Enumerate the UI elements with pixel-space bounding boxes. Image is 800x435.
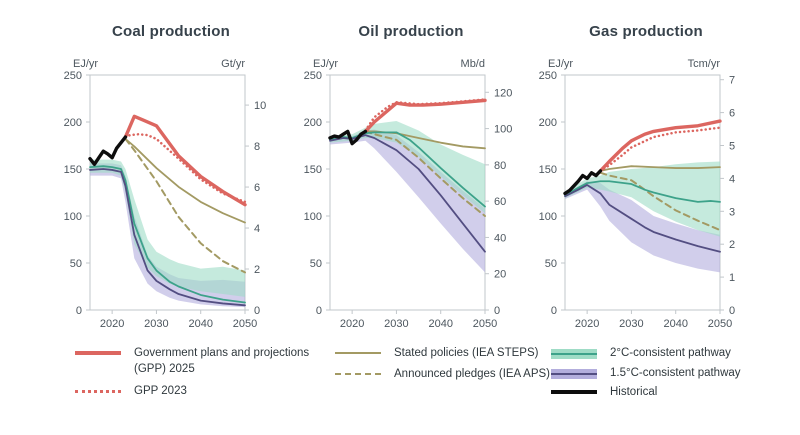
- coal-chart-panel: Coal production 0 50 100 150 200 250 0 2 4 6 8 10 20…: [40, 20, 302, 352]
- legend: Government plans and projections (GPP) 2…: [0, 346, 800, 426]
- legend-column-gpp: Government plans and projections (GPP) 2…: [75, 346, 325, 407]
- steps-line-swatch: [335, 352, 381, 354]
- svg-text:2020: 2020: [340, 318, 364, 330]
- historical-line-swatch: [551, 390, 597, 395]
- chart-title-coal: Coal production: [112, 23, 230, 40]
- legend-item-steps: Stated policies (IEA STEPS): [335, 346, 565, 362]
- svg-text:0: 0: [316, 305, 322, 317]
- svg-text:4: 4: [254, 223, 260, 235]
- svg-text:2: 2: [254, 264, 260, 276]
- gpp-2025-line-swatch: [75, 351, 121, 355]
- svg-text:50: 50: [70, 258, 82, 270]
- svg-text:0: 0: [494, 305, 500, 317]
- svg-text:Mb/d: Mb/d: [461, 58, 485, 70]
- svg-text:6: 6: [254, 182, 260, 194]
- svg-text:5: 5: [729, 141, 735, 153]
- svg-text:2040: 2040: [663, 318, 687, 330]
- svg-text:200: 200: [539, 117, 557, 129]
- legend-label: Announced pledges (IEA APS): [394, 367, 550, 380]
- legend-label: 2°C-consistent pathway: [610, 347, 731, 359]
- svg-text:100: 100: [64, 211, 82, 223]
- svg-text:Tcm/yr: Tcm/yr: [688, 58, 721, 70]
- svg-text:8: 8: [254, 141, 260, 153]
- svg-text:2: 2: [729, 239, 735, 251]
- legend-item-two-deg: 2°C-consistent pathway: [551, 346, 791, 362]
- two-deg-band-swatch: [551, 349, 597, 359]
- svg-text:50: 50: [310, 258, 322, 270]
- svg-text:2050: 2050: [233, 318, 257, 330]
- svg-text:Gt/yr: Gt/yr: [221, 58, 245, 70]
- svg-text:EJ/yr: EJ/yr: [73, 58, 98, 70]
- svg-text:EJ/yr: EJ/yr: [313, 58, 338, 70]
- coal-chart-plot: 0 50 100 150 200 250 0 2 4 6 8 10 2020 2030 2040 2050 EJ…: [64, 58, 267, 330]
- svg-text:0: 0: [254, 305, 260, 317]
- svg-text:150: 150: [539, 164, 557, 176]
- svg-text:7: 7: [729, 75, 735, 87]
- svg-text:4: 4: [729, 173, 735, 185]
- svg-text:50: 50: [545, 258, 557, 270]
- svg-text:1: 1: [729, 272, 735, 284]
- svg-text:20: 20: [494, 269, 506, 281]
- svg-text:2050: 2050: [708, 318, 732, 330]
- svg-text:60: 60: [494, 196, 506, 208]
- chart-title-oil: Oil production: [358, 23, 464, 40]
- svg-text:2030: 2030: [384, 318, 408, 330]
- svg-text:0: 0: [76, 305, 82, 317]
- oil-chart-panel: Oil production 0 50 100 150 200 250 0 20 40 60 80 1…: [280, 20, 542, 352]
- legend-column-iea: Stated policies (IEA STEPS) Announced pl…: [335, 346, 565, 387]
- legend-label: Historical: [610, 386, 658, 399]
- svg-text:100: 100: [539, 211, 557, 223]
- svg-text:2020: 2020: [100, 318, 124, 330]
- svg-text:150: 150: [64, 164, 82, 176]
- svg-text:2040: 2040: [428, 318, 452, 330]
- legend-label: Government plans and projections (GPP) 2…: [134, 347, 310, 375]
- gpp-2023-dotted-line-swatch: [75, 390, 121, 394]
- legend-column-pathways: 2°C-consistent pathway 1.5°C-consistent …: [551, 346, 791, 405]
- legend-item-aps: Announced pledges (IEA APS): [335, 367, 565, 383]
- chart-title-gas: Gas production: [589, 23, 703, 40]
- one-five-deg-band-swatch: [551, 368, 597, 379]
- two-deg-line-swatch: [551, 353, 597, 355]
- legend-label: 1.5°C-consistent pathway: [610, 366, 741, 379]
- svg-text:2030: 2030: [144, 318, 168, 330]
- svg-text:6: 6: [729, 108, 735, 120]
- aps-dashed-line-swatch: [335, 372, 381, 375]
- svg-text:0: 0: [729, 305, 735, 317]
- svg-text:100: 100: [494, 124, 512, 136]
- svg-text:EJ/yr: EJ/yr: [548, 58, 573, 70]
- svg-text:3: 3: [729, 206, 735, 218]
- legend-item-gpp-2023: GPP 2023: [75, 384, 325, 400]
- svg-text:40: 40: [494, 232, 506, 244]
- gas-chart-panel: Gas production 0 50 100 150 200 250 0 1 2 3 4 5 6 7 20…: [515, 20, 777, 352]
- one-five-deg-line-swatch: [551, 372, 597, 375]
- svg-text:0: 0: [551, 305, 557, 317]
- svg-text:2040: 2040: [188, 318, 212, 330]
- svg-text:200: 200: [64, 117, 82, 129]
- svg-text:100: 100: [304, 211, 322, 223]
- svg-text:150: 150: [304, 164, 322, 176]
- legend-item-one-five-deg: 1.5°C-consistent pathway: [551, 366, 791, 382]
- svg-text:2030: 2030: [619, 318, 643, 330]
- svg-text:200: 200: [304, 117, 322, 129]
- svg-text:2050: 2050: [473, 318, 497, 330]
- svg-text:250: 250: [539, 70, 557, 82]
- svg-text:120: 120: [494, 87, 512, 99]
- legend-item-historical: Historical: [551, 385, 791, 401]
- svg-text:2020: 2020: [575, 318, 599, 330]
- svg-text:80: 80: [494, 160, 506, 172]
- legend-label: Stated policies (IEA STEPS): [394, 347, 539, 359]
- gas-chart-plot: 0 50 100 150 200 250 0 1 2 3 4 5 6 7 2020 2030 2040 2050 E…: [539, 58, 735, 330]
- legend-item-gpp-2025: Government plans and projections (GPP) 2…: [75, 346, 325, 377]
- svg-text:10: 10: [254, 100, 266, 112]
- svg-text:250: 250: [304, 70, 322, 82]
- svg-text:250: 250: [64, 70, 82, 82]
- legend-label: GPP 2023: [134, 385, 187, 398]
